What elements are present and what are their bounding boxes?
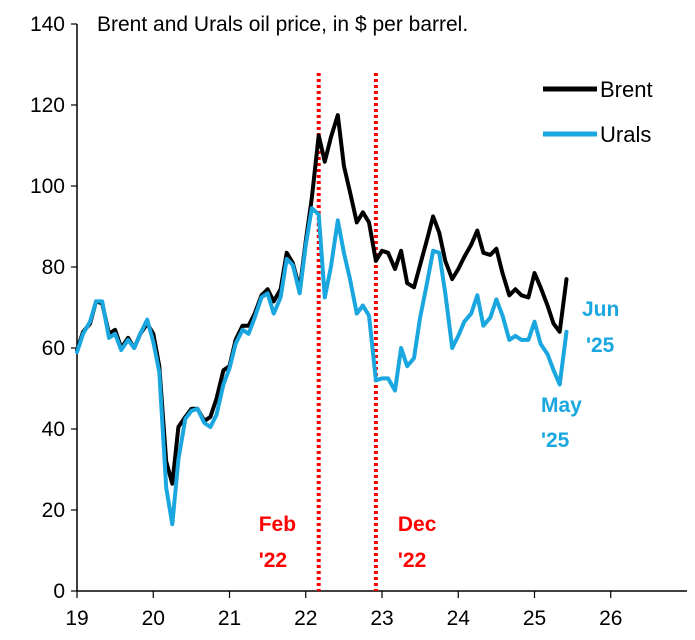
chart-title: Brent and Urals oil price, in $ per barr…: [97, 13, 468, 36]
x-tick-label: 25: [523, 607, 546, 630]
y-tick-label: 140: [30, 13, 65, 36]
legend: Brent Urals: [543, 77, 653, 147]
legend-label-urals: Urals: [600, 122, 651, 147]
y-tick-label: 60: [42, 337, 65, 360]
series-line-urals: [75, 206, 569, 527]
event-label: Feb: [259, 513, 296, 536]
event-label: '22: [259, 549, 287, 572]
y-tick-label: 0: [53, 580, 65, 603]
y-tick-label: 20: [42, 499, 65, 522]
series-lines: [75, 113, 569, 527]
x-tick-label: 19: [65, 607, 88, 630]
x-tick-label: 26: [599, 607, 622, 630]
series-line-brent: [75, 113, 569, 486]
y-tick-label: 100: [30, 175, 65, 198]
y-tick-label: 80: [42, 256, 65, 279]
event-label: '22: [398, 549, 426, 572]
x-tick-label: 20: [142, 607, 165, 630]
x-tick-label: 21: [218, 607, 241, 630]
legend-label-brent: Brent: [600, 77, 653, 102]
urals-end-label: May: [541, 394, 582, 417]
urals-end-label: '25: [541, 429, 570, 452]
urals-end-label: '25: [586, 334, 615, 357]
x-tick-label: 22: [294, 607, 317, 630]
event-annotations: Feb '22 Dec '22: [259, 73, 437, 591]
y-tick-label: 120: [30, 94, 65, 117]
x-tick-label: 23: [370, 607, 393, 630]
y-tick-label: 40: [42, 418, 65, 441]
event-label: Dec: [398, 513, 437, 536]
axis-ticks: 0 20 40 60 80 100 120 140 19 20 21 22 23 24 25 26: [30, 13, 622, 630]
urals-end-label: Jun: [582, 298, 619, 321]
x-tick-label: 24: [447, 607, 471, 630]
end-labels: Jun '25 May '25: [541, 298, 619, 452]
